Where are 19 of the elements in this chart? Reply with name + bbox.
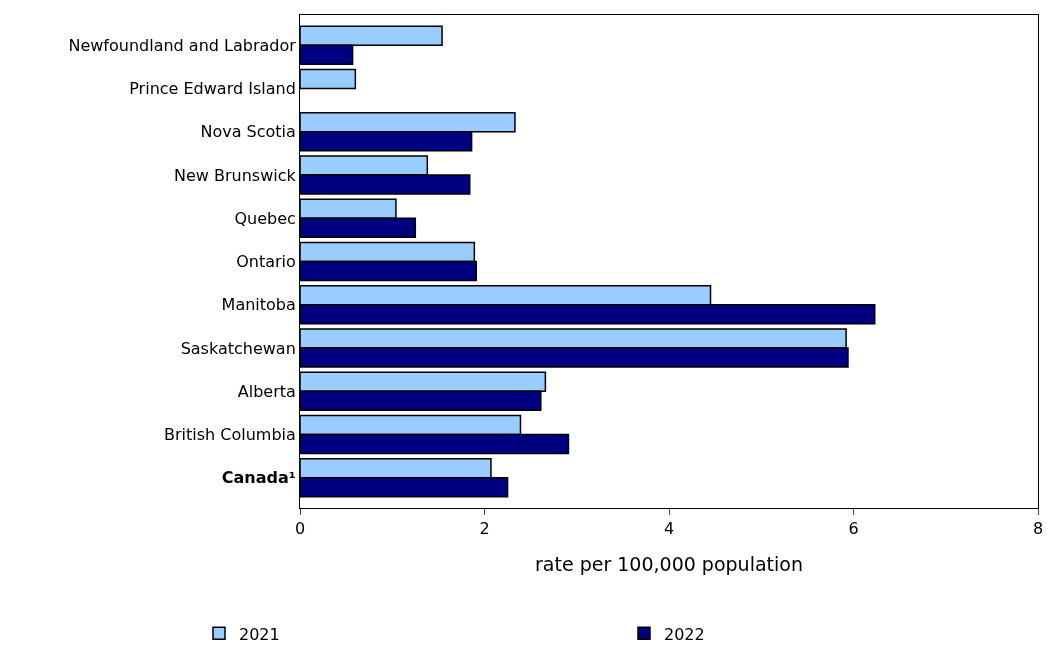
y-tick-label: Quebec	[234, 208, 296, 228]
y-tick-label: New Brunswick	[174, 165, 297, 185]
y-tick-label: Ontario	[236, 252, 296, 272]
y-tick-label: Canada¹	[221, 468, 296, 488]
y-tick-label: Alberta	[237, 381, 296, 401]
x-axis-title: rate per 100,000 population	[535, 553, 803, 575]
x-tick-label: 0	[294, 519, 306, 539]
y-tick-label: British Columbia	[163, 425, 296, 445]
y-tick-label: Prince Edward Island	[129, 79, 296, 99]
x-tick-label: 4	[663, 519, 675, 539]
y-tick-label: Nova Scotia	[200, 122, 296, 142]
x-tick-label: 8	[1032, 519, 1044, 539]
x-tick-label: 6	[848, 519, 859, 539]
legend-label: 2022	[664, 624, 705, 644]
x-tick-label: 2	[479, 519, 490, 539]
y-tick-label: Newfoundland and Labrador	[68, 35, 297, 55]
y-tick-label: Saskatchewan	[180, 338, 296, 358]
legend-label: 2021	[239, 624, 280, 644]
y-tick-label: Manitoba	[221, 295, 296, 315]
